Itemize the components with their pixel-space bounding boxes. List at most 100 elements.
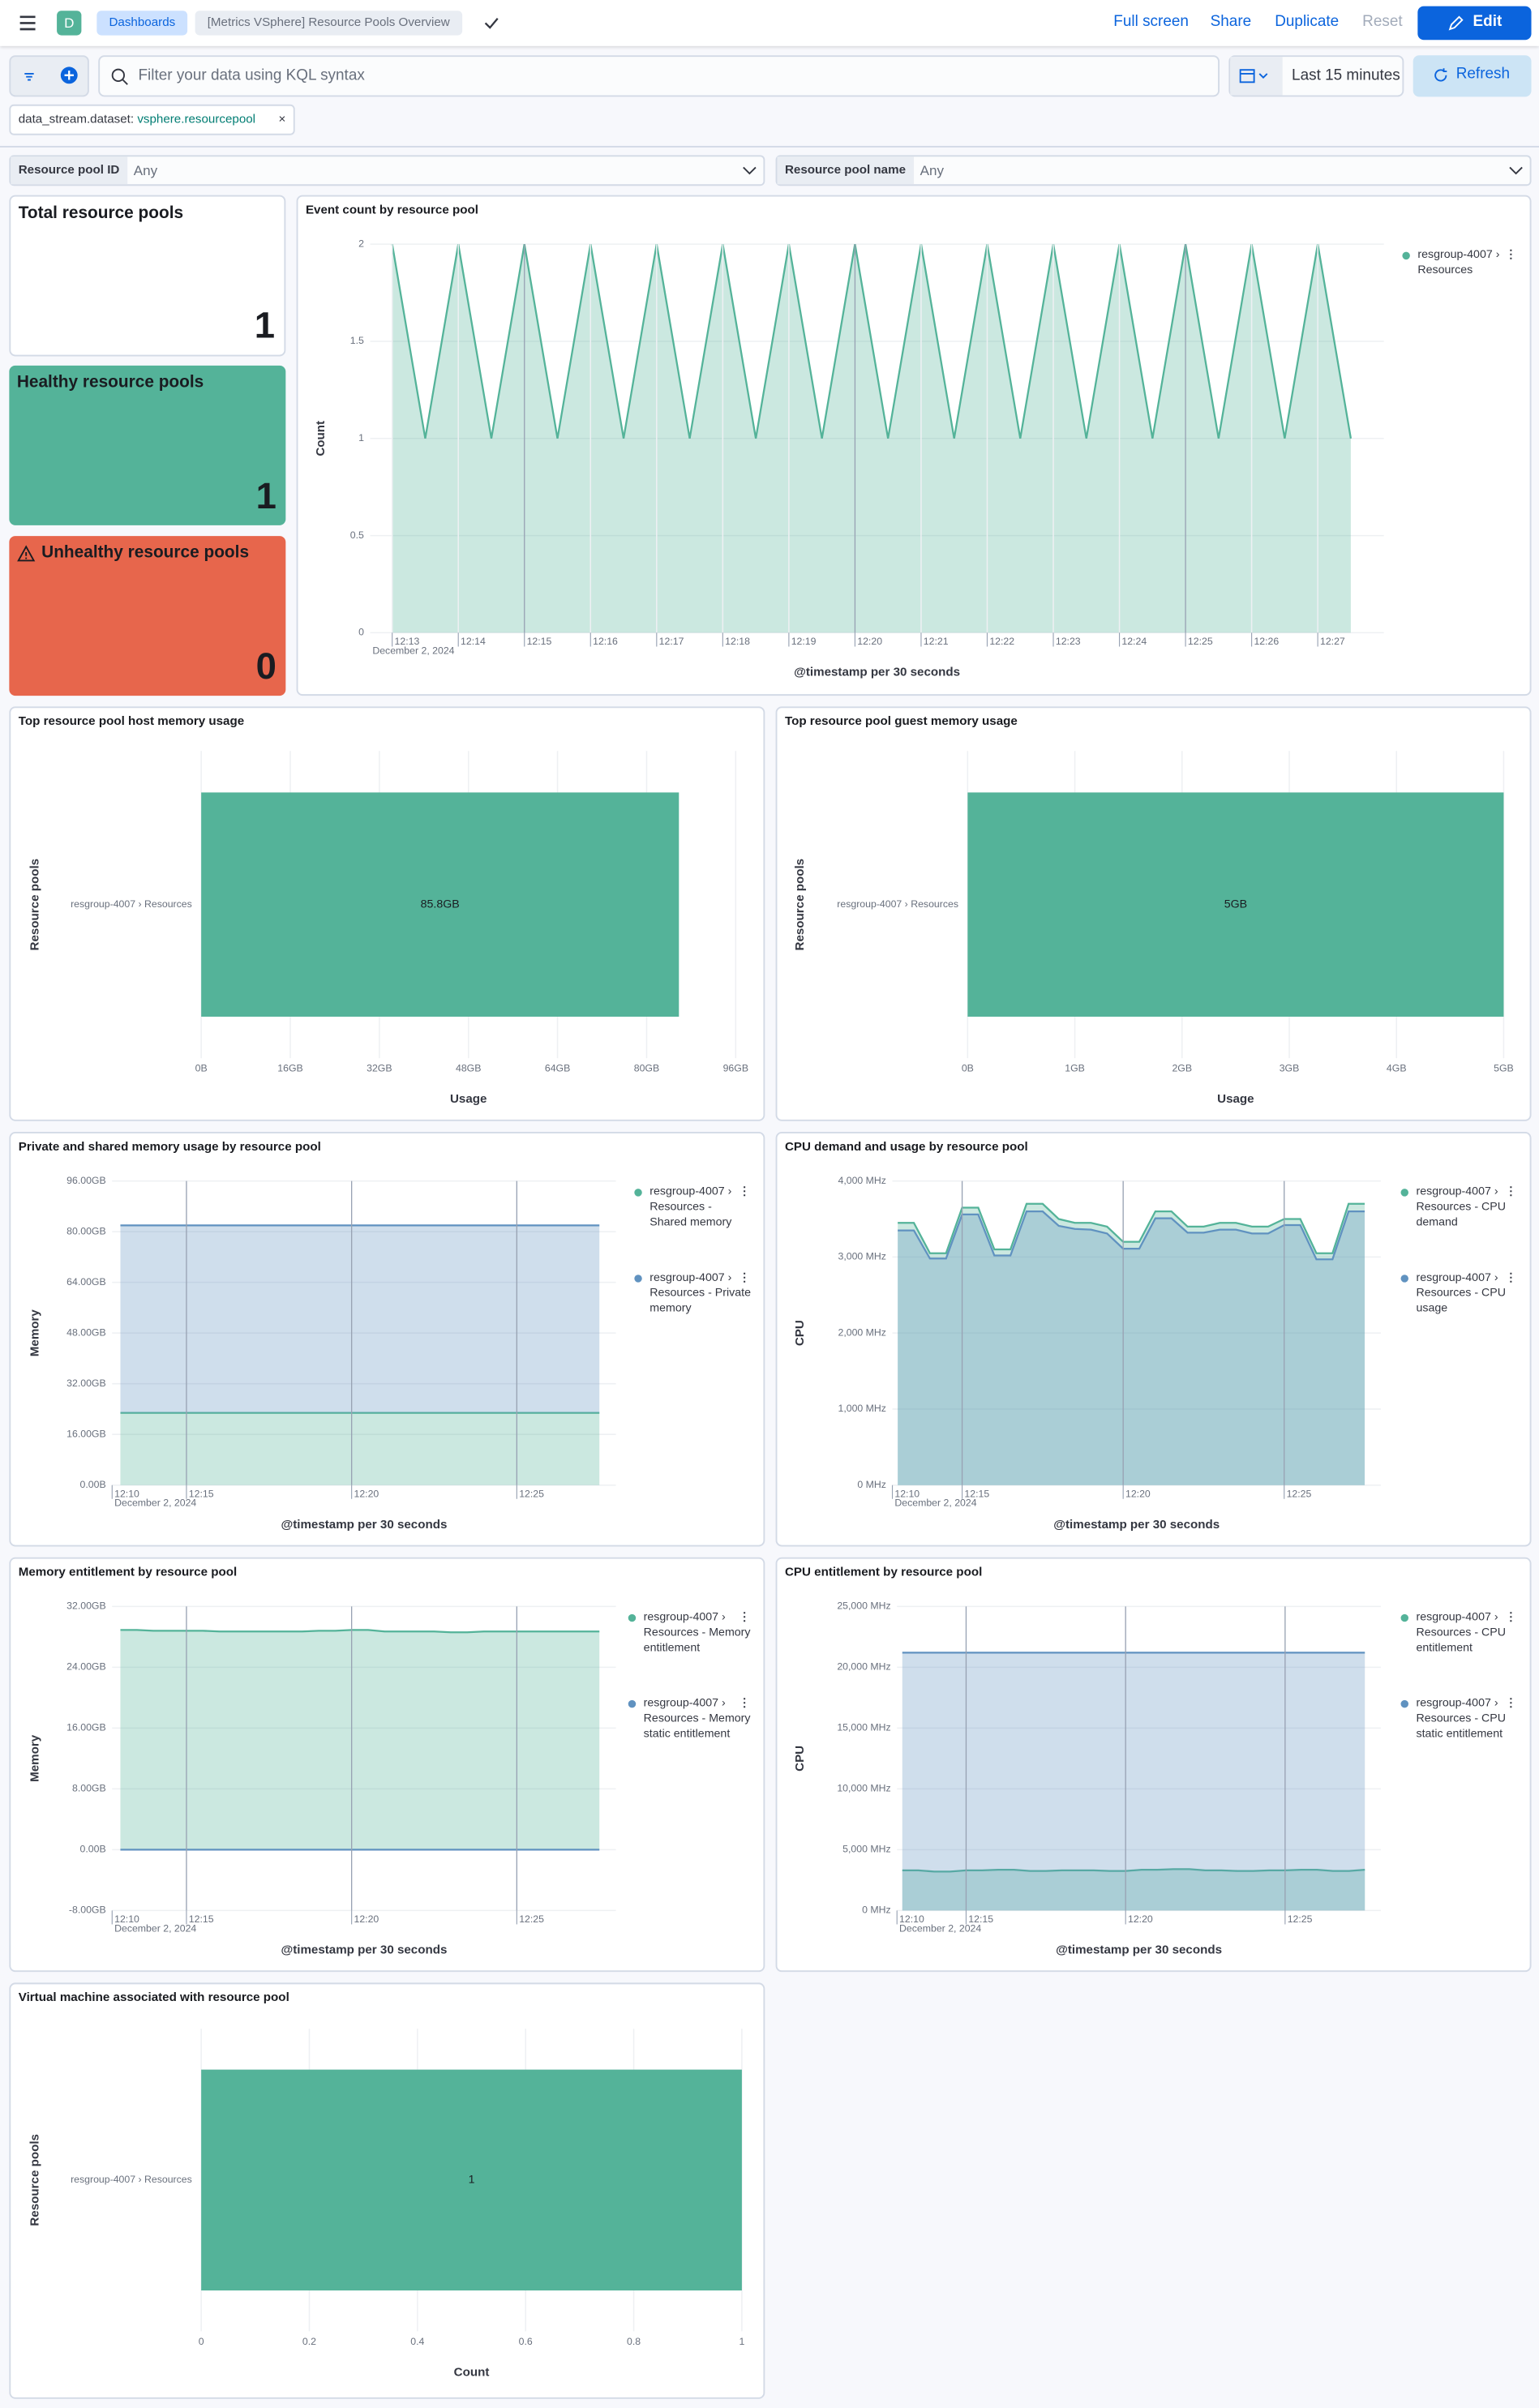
legend-item[interactable]: resgroup-4007 › Resources [1402, 247, 1517, 278]
metric-title: Unhealthy resource pools [41, 543, 250, 563]
x-tick-label: 80GB [634, 1063, 659, 1074]
action-button[interactable]: Full screen [1113, 14, 1189, 31]
warning-icon [17, 545, 36, 562]
y-tick-label: 8.00GB [72, 1783, 106, 1794]
action-button[interactable]: Share [1210, 14, 1252, 31]
action-button[interactable]: Reset [1362, 14, 1403, 31]
x-axis-date: December 2, 2024 [372, 645, 454, 656]
add-icon [60, 66, 78, 84]
y-axis-title: Resource pools [793, 859, 807, 951]
legend-swatch [1400, 1189, 1408, 1197]
legend-item[interactable]: resgroup-4007 › Resources - CPU entitlem… [1400, 1609, 1518, 1656]
remove-filter[interactable]: × [278, 112, 286, 126]
x-tick-label: 12:27 [1320, 636, 1345, 647]
legend-item[interactable]: resgroup-4007 › Resources - Memory entit… [628, 1609, 752, 1656]
control-value: Any [133, 162, 158, 178]
legend-swatch [1400, 1699, 1408, 1708]
metric-value: 1 [254, 305, 276, 348]
legend-item[interactable]: resgroup-4007 › Resources - CPU demand [1400, 1184, 1518, 1230]
legend-item[interactable]: resgroup-4007 › Resources - Shared memor… [634, 1184, 751, 1230]
legend-item[interactable]: resgroup-4007 › Resources - CPU usage [1400, 1270, 1518, 1317]
x-axis-title: Usage [1217, 1092, 1254, 1106]
y-tick-label: 32.00GB [66, 1600, 106, 1612]
refresh-label: Refresh [1455, 66, 1511, 84]
x-tick-label: 12:15 [189, 1913, 214, 1925]
legend-label: resgroup-4007 › Resources - Memory entit… [643, 1609, 751, 1655]
chart-panel: Top resource pool guest memory usage 0B 1G… [775, 706, 1532, 1121]
space-avatar[interactable]: D [57, 11, 82, 36]
legend-label: resgroup-4007 › Resources - Memory stati… [643, 1695, 751, 1741]
control-label: Resource pool name [777, 156, 914, 185]
refresh-button[interactable]: Refresh [1413, 55, 1532, 97]
legend-item[interactable]: resgroup-4007 › Resources - CPU static e… [1400, 1695, 1518, 1742]
x-tick-label: 48GB [456, 1063, 481, 1074]
breadcrumb[interactable]: Dashboards [96, 11, 188, 36]
y-tick-label: 3,000 MHz [838, 1251, 885, 1262]
legend-item[interactable]: resgroup-4007 › Resources - Memory stati… [628, 1695, 752, 1742]
panel-title: Private and shared memory usage by resou… [18, 1139, 321, 1154]
chart-panel: Virtual machine associated with resource… [9, 1982, 765, 2399]
metric-title: Total resource pools [18, 204, 184, 223]
x-tick-label: 4GB [1387, 1063, 1407, 1074]
legend-menu: ⋮ [1505, 1609, 1517, 1624]
check-icon[interactable] [484, 15, 499, 31]
series-line [902, 1868, 1365, 1873]
filter-icon [24, 72, 34, 81]
y-tick-label: 0 MHz [862, 1905, 891, 1916]
y-tick-label: 0 [358, 627, 364, 638]
y-tick-label: 1.5 [350, 335, 364, 346]
x-tick-label: 64GB [545, 1063, 570, 1074]
legend-swatch [1400, 1613, 1408, 1622]
legend-menu: ⋮ [1505, 246, 1517, 262]
x-tick-label: 12:26 [1254, 636, 1279, 647]
control[interactable]: Resource pool name Any [775, 155, 1532, 186]
x-tick-label: 12:25 [519, 1913, 544, 1925]
menu-icon[interactable] [19, 14, 37, 32]
query-input[interactable]: Filter your data using KQL syntax [98, 55, 1220, 97]
legend-item[interactable]: resgroup-4007 › Resources - Private memo… [634, 1270, 751, 1317]
legend-menu: ⋮ [739, 1184, 751, 1198]
y-tick-label: 0.00B [80, 1844, 106, 1855]
y-tick-label: -8.00GB [69, 1905, 106, 1916]
legend-swatch [628, 1613, 637, 1622]
y-tick-label: 5,000 MHz [842, 1844, 890, 1855]
refresh-icon [1434, 68, 1447, 82]
control[interactable]: Resource pool ID Any [9, 155, 765, 186]
filter-options[interactable] [9, 55, 89, 97]
x-tick-label: 0.6 [519, 2336, 533, 2347]
y-tick-label: 4,000 MHz [838, 1175, 885, 1186]
legend-swatch [634, 1189, 642, 1197]
quick-menu[interactable] [1230, 57, 1283, 96]
series-line [391, 243, 1353, 439]
edit-button[interactable]: Edit [1417, 6, 1532, 41]
metric-panel: Healthy resource pools 1 [9, 365, 286, 525]
series-line [898, 1202, 1365, 1254]
pencil-icon [1448, 15, 1464, 31]
bar [967, 792, 1504, 1017]
control-value: Any [920, 162, 945, 178]
legend-label: resgroup-4007 › Resources - Private memo… [649, 1270, 752, 1315]
action-button[interactable]: Duplicate [1275, 14, 1340, 31]
y-axis-title: CPU [793, 1746, 807, 1772]
y-tick-label: 16.00GB [66, 1722, 106, 1733]
filter-pill[interactable]: data_stream.dataset: vsphere.resourcepoo… [9, 104, 295, 135]
series-area [120, 1412, 600, 1485]
y-tick-label: 2 [358, 238, 364, 249]
panel-title: Top resource pool host memory usage [18, 713, 245, 728]
metric-panel: Total resource pools 1 [9, 195, 286, 357]
panel-title: Memory entitlement by resource pool [18, 1565, 238, 1579]
x-tick-label: 12:21 [924, 636, 949, 647]
x-tick-label: 12:25 [1288, 1913, 1313, 1925]
metric-value: 0 [255, 646, 277, 688]
time-range[interactable]: Last 15 minutes [1292, 67, 1400, 85]
date-picker[interactable]: Last 15 minutes [1228, 55, 1404, 97]
chart-panel: Memory entitlement by resource pool -8.00… [9, 1557, 765, 1973]
filter-value: vsphere.resourcepool [137, 112, 256, 126]
x-tick-label: 12:25 [519, 1488, 544, 1499]
x-tick-label: 12:25 [1188, 636, 1213, 647]
legend-label: resgroup-4007 › Resources - CPU entitlem… [1416, 1609, 1507, 1655]
y-tick-label: 96.00GB [66, 1175, 106, 1186]
category-label: resgroup-4007 › Resources [71, 2174, 192, 2185]
x-tick-label: 12:18 [725, 636, 750, 647]
metric-value: 1 [255, 476, 277, 518]
